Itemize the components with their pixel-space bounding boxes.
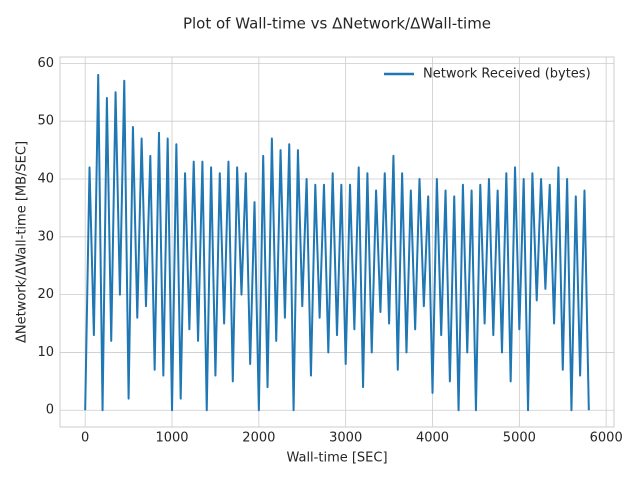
x-tick-label: 6000 <box>590 431 623 446</box>
chart-title: Plot of Wall-time vs ΔNetwork/ΔWall-time <box>183 15 491 33</box>
x-tick-label: 2000 <box>242 431 275 446</box>
x-tick-label: 4000 <box>416 431 449 446</box>
y-tick-label: 10 <box>37 345 54 360</box>
x-tick-label: 3000 <box>329 431 362 446</box>
x-tick-label: 1000 <box>155 431 188 446</box>
x-tick-label: 0 <box>81 431 89 446</box>
y-axis-label: ΔNetwork/ΔWall-time [MB/SEC] <box>15 141 30 343</box>
y-tick-label: 50 <box>37 114 54 129</box>
y-tick-label: 0 <box>46 403 54 418</box>
line-series <box>84 73 590 412</box>
y-tick-label: 60 <box>37 56 54 71</box>
y-tick-label: 30 <box>37 229 54 244</box>
x-axis-label: Wall-time [SEC] <box>286 451 387 466</box>
x-tick-label: 5000 <box>503 431 536 446</box>
legend-label: Network Received (bytes) <box>423 67 591 82</box>
y-tick-label: 40 <box>37 171 54 186</box>
y-tick-label: 20 <box>37 287 54 302</box>
plot-frame <box>59 56 615 428</box>
